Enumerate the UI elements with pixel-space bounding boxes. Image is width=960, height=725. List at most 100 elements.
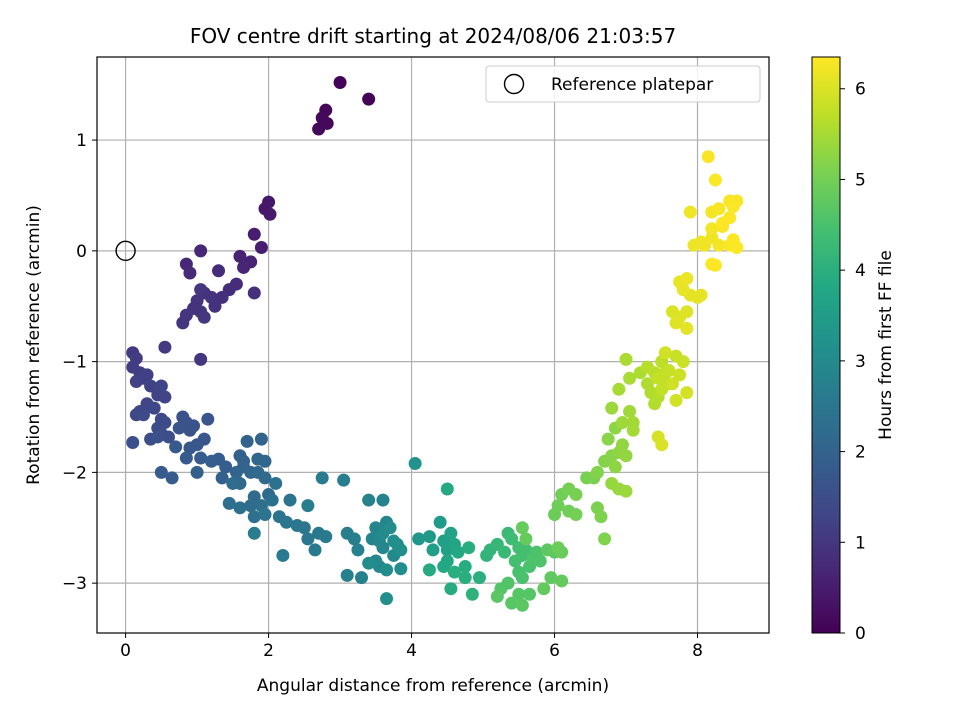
- data-point: [458, 560, 472, 574]
- data-point: [240, 434, 254, 448]
- data-point: [537, 582, 551, 596]
- data-point: [301, 532, 315, 546]
- data-point: [158, 390, 172, 404]
- data-point: [608, 460, 622, 474]
- data-point: [712, 202, 726, 216]
- data-point: [279, 515, 293, 529]
- y-tick-label: −2: [62, 463, 87, 483]
- data-point: [612, 382, 626, 396]
- colorbar: 0 1 2 3 4 5 6 Hours from first FF file: [811, 56, 896, 644]
- data-point: [244, 499, 258, 513]
- data-point: [394, 562, 408, 576]
- data-point: [505, 532, 519, 546]
- data-point: [691, 290, 705, 304]
- data-point: [340, 568, 354, 582]
- data-point: [376, 493, 390, 507]
- data-point: [676, 355, 690, 369]
- x-axis-label: Angular distance from reference (arcmin): [257, 676, 609, 696]
- data-point: [626, 423, 640, 437]
- data-point: [680, 321, 694, 335]
- data-point: [683, 205, 697, 219]
- data-point: [254, 241, 268, 255]
- data-point: [451, 545, 465, 559]
- data-point: [169, 440, 183, 454]
- data-point: [444, 582, 458, 596]
- data-point: [669, 316, 683, 330]
- scatter-points: [126, 75, 744, 612]
- data-point: [158, 340, 172, 354]
- data-point: [212, 264, 226, 278]
- data-point: [351, 543, 365, 557]
- data-point: [515, 571, 529, 585]
- colorbar-ticks: 0 1 2 3 4 5 6: [840, 80, 866, 644]
- data-point: [179, 451, 193, 465]
- data-point: [355, 571, 369, 585]
- data-point: [144, 379, 158, 393]
- data-point: [601, 432, 615, 446]
- colorbar-tick-label: 4: [855, 261, 866, 281]
- data-point: [658, 346, 672, 360]
- reference-platepar-marker: [115, 240, 136, 262]
- data-point: [408, 457, 422, 471]
- data-point: [308, 543, 322, 557]
- colorbar-tick-label: 2: [855, 443, 866, 463]
- chart-title: FOV centre drift starting at 2024/08/06 …: [190, 24, 676, 48]
- data-point: [247, 227, 261, 241]
- data-point: [651, 371, 665, 385]
- data-point: [129, 375, 143, 389]
- data-point: [247, 510, 261, 524]
- data-point: [201, 412, 215, 426]
- data-point: [226, 476, 240, 490]
- data-point: [544, 571, 558, 585]
- data-point: [598, 532, 612, 546]
- data-point: [701, 150, 715, 164]
- data-point: [312, 122, 326, 136]
- data-point: [569, 488, 583, 502]
- data-point: [147, 401, 161, 415]
- data-point: [673, 368, 687, 382]
- data-point: [705, 222, 719, 236]
- x-tick-label: 4: [406, 641, 417, 661]
- data-point: [462, 541, 476, 555]
- data-point: [655, 382, 669, 396]
- data-point: [233, 501, 247, 515]
- data-point: [376, 541, 390, 555]
- data-point: [444, 526, 458, 540]
- data-point: [619, 449, 633, 463]
- data-point: [615, 416, 629, 430]
- data-point: [380, 563, 394, 577]
- data-point: [319, 530, 333, 544]
- data-point: [615, 438, 629, 452]
- data-point: [623, 404, 637, 418]
- data-point: [263, 207, 277, 221]
- data-point: [458, 571, 472, 585]
- data-point: [533, 554, 547, 568]
- data-point: [680, 272, 694, 286]
- data-point: [698, 238, 712, 252]
- data-point: [362, 92, 376, 106]
- data-point: [204, 290, 218, 304]
- data-point: [190, 465, 204, 479]
- x-tick-label: 8: [692, 641, 703, 661]
- legend-marker: [503, 73, 525, 95]
- legend-label: Reference platepar: [551, 75, 713, 95]
- data-point: [380, 592, 394, 606]
- y-tick-label: 1: [76, 131, 87, 151]
- data-point: [254, 432, 268, 446]
- x-tick-label: 6: [549, 641, 560, 661]
- data-point: [490, 589, 504, 603]
- data-point: [194, 352, 208, 366]
- data-point: [154, 465, 168, 479]
- data-point: [315, 471, 329, 485]
- data-point: [183, 441, 197, 455]
- data-point: [269, 476, 283, 490]
- data-point: [426, 543, 440, 557]
- data-point: [165, 471, 179, 485]
- data-point: [229, 465, 243, 479]
- data-point: [333, 75, 347, 89]
- data-point: [422, 530, 436, 544]
- data-point: [440, 482, 454, 496]
- data-point: [297, 521, 311, 535]
- y-axis-label: Rotation from reference (arcmin): [24, 205, 44, 485]
